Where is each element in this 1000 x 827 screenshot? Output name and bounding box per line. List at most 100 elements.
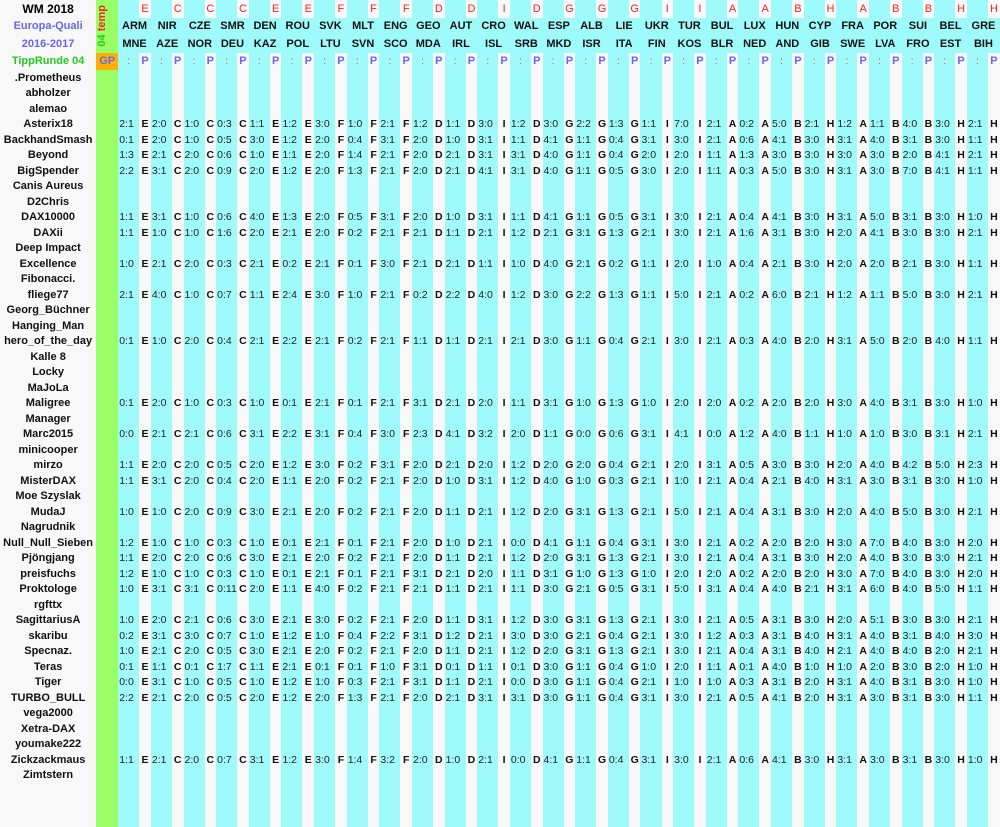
tip-group — [628, 736, 641, 752]
player-name[interactable]: vega2000 — [23, 707, 73, 720]
tip-group — [498, 597, 510, 613]
player-name[interactable]: BigSpender — [17, 164, 79, 177]
tip-score — [868, 302, 890, 318]
tip-score — [379, 442, 401, 458]
tip-score: 0:6 — [216, 612, 238, 628]
player-name[interactable]: Beyond — [27, 149, 69, 162]
player-name[interactable]: Teras — [33, 660, 63, 673]
tip-score — [118, 364, 140, 380]
player-name[interactable]: BackhandSmash — [3, 133, 93, 146]
tip-score: 0:4 — [607, 628, 629, 644]
player-name[interactable]: DAXii — [33, 226, 63, 239]
tip-group: G — [628, 457, 641, 473]
tip-score: 3:1 — [411, 674, 434, 690]
tip-score — [216, 442, 238, 458]
player-name[interactable]: Null_Null_Sieben — [3, 536, 94, 549]
tip-score — [379, 488, 401, 504]
match-away-team: SWE — [836, 35, 869, 53]
tip-score: 1:2 — [118, 566, 140, 582]
tip-group — [269, 705, 282, 721]
player-name[interactable]: SagittariusA — [15, 614, 81, 627]
player-name[interactable]: Canis Aureus — [12, 180, 84, 193]
tip-group: H — [987, 581, 1000, 597]
player-name[interactable]: fliege77 — [27, 288, 69, 301]
tip-score — [966, 597, 988, 613]
player-name[interactable]: Specnaz. — [24, 645, 72, 658]
tip-score: 2:0 — [803, 674, 825, 690]
tip-score — [803, 721, 825, 737]
tip-group: I — [661, 426, 674, 442]
player-name[interactable]: .Prometheus — [14, 71, 82, 84]
player-name[interactable]: Tiger — [34, 676, 62, 689]
tip-group: H — [987, 659, 1000, 675]
tip-score: 4:1 — [477, 163, 499, 179]
player-name[interactable]: Zimtstern — [23, 769, 74, 782]
player-name[interactable]: mirzo — [33, 459, 63, 472]
filler — [314, 783, 336, 827]
player-name[interactable]: MaJoLa — [27, 381, 69, 394]
tip-score — [411, 519, 434, 535]
tip-group: B — [889, 550, 902, 566]
player-name[interactable]: D2Chris — [27, 195, 70, 208]
tip-group — [922, 70, 935, 86]
tip-score: 7:0 — [901, 163, 923, 179]
tip-score — [346, 302, 368, 318]
player-name[interactable]: Kalle 8 — [30, 350, 66, 363]
tip-score — [444, 194, 466, 210]
player-name[interactable]: Xetra-DAX — [20, 722, 76, 735]
player-name[interactable]: Proktologe — [19, 583, 77, 596]
player-name[interactable]: Pjöngjang — [21, 552, 75, 565]
player-name[interactable]: Maligree — [25, 397, 71, 410]
tip-group: D — [530, 395, 543, 411]
tip-group — [889, 364, 902, 380]
player-name[interactable]: Moe Szyslak — [15, 490, 81, 503]
player-name[interactable]: Excellence — [19, 257, 77, 270]
player-name[interactable]: TURBO_BULL — [10, 691, 86, 704]
player-name[interactable]: hero_of_the_day — [4, 335, 93, 348]
player-name[interactable]: Zickzackmaus — [10, 753, 86, 766]
tip-group — [726, 736, 739, 752]
player-name[interactable]: youmake222 — [15, 738, 82, 751]
tip-group: F — [400, 426, 412, 442]
player-name[interactable]: alemao — [29, 102, 68, 115]
player-name[interactable]: Georg_Büchner — [6, 304, 90, 317]
player-name[interactable]: Nagrudnik — [20, 521, 76, 534]
player-name[interactable]: Deep Impact — [15, 242, 81, 255]
filler — [509, 783, 531, 827]
tip-group — [628, 318, 641, 334]
player-name[interactable]: Marc2015 — [23, 428, 74, 441]
tip-score — [248, 85, 270, 101]
tip-group: D — [465, 612, 478, 628]
tip-score — [673, 721, 695, 737]
tip-group: D — [530, 550, 543, 566]
player-name[interactable]: rgfttx — [34, 598, 63, 611]
tip-score: 2:1 — [705, 643, 727, 659]
tip-score: 1:1 — [444, 116, 466, 132]
player-name[interactable]: Fibonacci. — [20, 273, 76, 286]
tip-group — [563, 271, 576, 287]
player-name[interactable]: Locky — [32, 366, 64, 379]
match-group: G — [596, 0, 608, 18]
tip-score — [575, 178, 597, 194]
tip-group — [694, 364, 706, 380]
player-name[interactable]: skaribu — [28, 629, 68, 642]
player-name[interactable]: preisfuchs — [20, 567, 76, 580]
tip-group — [661, 380, 674, 396]
player-name[interactable]: Manager — [25, 412, 71, 425]
player-name[interactable]: abholzer — [25, 87, 71, 100]
player-name[interactable]: DAX10000 — [21, 211, 75, 224]
tip-score — [379, 349, 401, 365]
tip-group: D — [530, 287, 543, 303]
player-name[interactable]: minicooper — [18, 443, 78, 456]
gp-cell — [96, 767, 119, 783]
filler — [836, 783, 858, 827]
player-name[interactable]: Hanging_Man — [12, 319, 85, 332]
filler — [335, 783, 347, 827]
player-name[interactable]: Asterix18 — [23, 118, 73, 131]
tip-score — [509, 411, 531, 427]
player-name[interactable]: MisterDAX — [20, 474, 76, 487]
tip-group: F — [367, 256, 380, 272]
player-name[interactable]: MudaJ — [30, 505, 66, 518]
tip-group — [694, 271, 706, 287]
tip-score — [640, 318, 662, 334]
